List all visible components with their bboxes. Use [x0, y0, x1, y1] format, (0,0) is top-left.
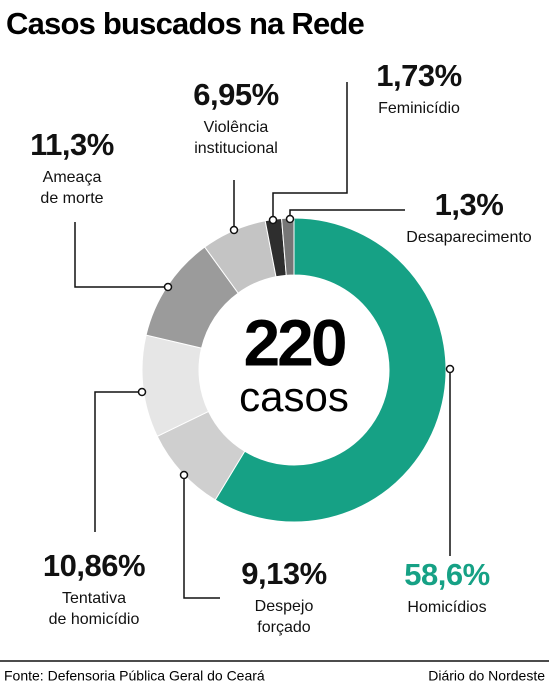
value-label: 6,95%: [193, 77, 279, 112]
category-label: Feminicídio: [378, 100, 460, 117]
leader-dot: [268, 215, 278, 225]
value-label: 1,3%: [434, 187, 504, 222]
slice: [214, 217, 447, 523]
leader-dot: [285, 214, 295, 224]
leader-dot: [137, 387, 147, 397]
value-label: 10,86%: [42, 548, 146, 583]
category-label: Ameaça de morte: [40, 169, 104, 207]
leader-dot: [163, 282, 173, 292]
value-label: 58,6%: [404, 557, 490, 592]
value-label: 11,3%: [30, 127, 114, 162]
total-label: casos: [239, 373, 349, 420]
category-label: Tentativa de homicídio: [48, 590, 140, 628]
category-label: Violência institucional: [194, 119, 278, 157]
category-label: Despejo forçado: [254, 598, 314, 636]
category-label: Homicídios: [407, 599, 487, 616]
leader-line: [289, 209, 405, 219]
publisher: Diário do Nordeste: [428, 668, 545, 684]
slice: [281, 217, 295, 276]
leader-dot: [229, 225, 239, 235]
source: Fonte: Defensoria Pública Geral do Ceará: [4, 668, 265, 684]
leader-line: [94, 391, 142, 532]
total: 220: [243, 305, 344, 379]
leader-line: [272, 82, 348, 220]
leader-dot: [445, 364, 455, 374]
leader-line: [183, 475, 220, 599]
value-label: 9,13%: [241, 556, 327, 591]
value-label: 1,73%: [376, 58, 462, 93]
chart-title: Casos buscados na Rede: [6, 6, 365, 41]
leader-dot: [179, 470, 189, 480]
category-label: Desaparecimento: [406, 229, 532, 246]
leader-line: [74, 222, 168, 288]
